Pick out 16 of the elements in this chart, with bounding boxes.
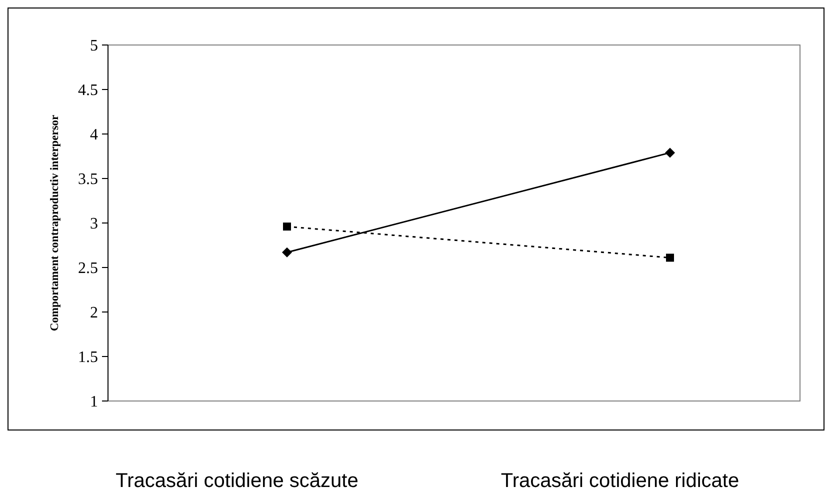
y-tick-label: 2.5: [78, 260, 98, 278]
y-tick-label: 4: [90, 126, 98, 144]
y-tick-label: 1.5: [78, 349, 98, 366]
y-tick-label: 3: [90, 216, 98, 233]
y-tick-label: 4.5: [78, 82, 98, 100]
y-tick-label: 1: [90, 394, 98, 411]
y-tick-label: 3.5: [78, 171, 98, 188]
y-axis-title: Comportament contraproductiv interpersor: [49, 114, 61, 332]
point: [283, 222, 291, 231]
point: [665, 148, 675, 158]
y-tick-label: 2: [90, 304, 98, 322]
x-tick-label: Tracasări cotidiene ridicate: [500, 470, 740, 492]
point: [666, 254, 674, 262]
x-tick-label: Tracasări cotidiene scăzute: [116, 470, 358, 492]
point: [282, 247, 292, 258]
y-tick-label: 5: [90, 38, 98, 55]
